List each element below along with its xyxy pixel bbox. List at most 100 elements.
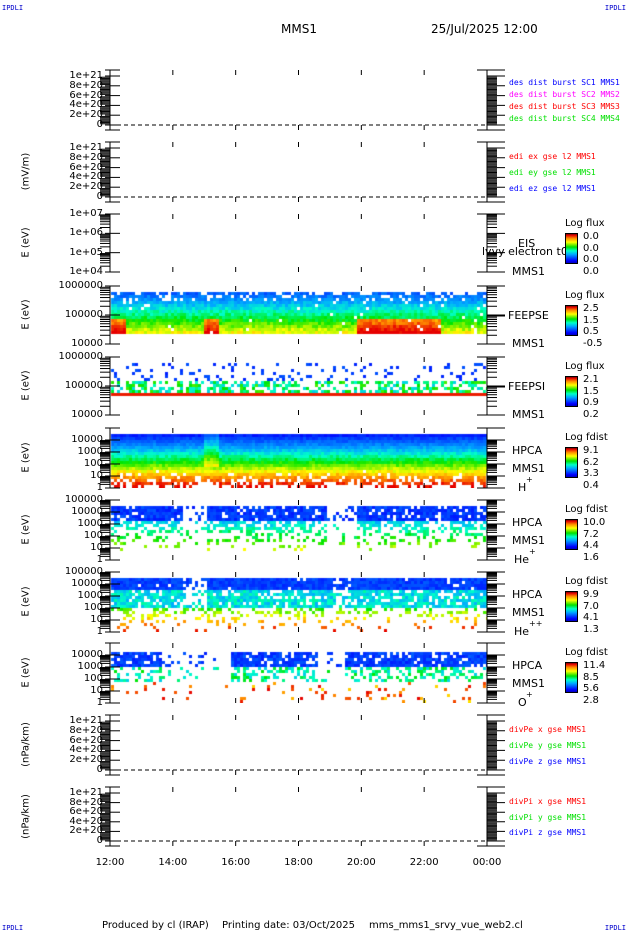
y-tick-label: 0 <box>96 191 103 202</box>
y-tick-label: 100000 <box>64 494 103 505</box>
colorbar-title: Log fdist <box>565 647 608 658</box>
colorbar-tick-label: 0.5 <box>583 326 599 338</box>
species-label: O <box>518 696 527 709</box>
y-tick-label: 10000 <box>71 578 103 589</box>
y-tick-label: 1000 <box>77 518 103 529</box>
y-tick-label: 8e+20 <box>69 724 103 736</box>
y-tick-label: 10 <box>90 542 103 553</box>
colorbar-tick-label: 2.1 <box>583 374 599 385</box>
colorbar-tick-label: 4.1 <box>583 612 599 624</box>
colorbar-tick-label: 2.8 <box>583 695 599 706</box>
y-tick-label: 100 <box>83 673 103 684</box>
y-tick-label: 1 <box>96 482 103 493</box>
y-tick-label: 0 <box>96 764 103 775</box>
y-tick-label: 1 <box>96 626 103 637</box>
y-tick-label: 1e+21 <box>69 70 103 81</box>
y-tick-label: 1e+07 <box>69 208 103 219</box>
y-tick-label: 6e+20 <box>69 161 103 173</box>
y-tick-label: 2e+20 <box>69 754 103 766</box>
species-charge: ++ <box>529 619 543 628</box>
plot-title: MMS1 <box>281 22 317 36</box>
colorbar-title: Log flux <box>565 361 605 372</box>
plot-datetime: 25/Jul/2025 12:00 <box>431 22 538 36</box>
y-tick-label: 10 <box>90 470 103 481</box>
x-tick-label: 20:00 <box>346 857 376 868</box>
colorbar-title: Log fdist <box>565 432 608 443</box>
y-tick-label: 10000 <box>71 649 103 660</box>
spectrogram-hpca-h <box>110 428 487 488</box>
spacecraft-label: MMS1 <box>512 606 545 619</box>
legend-entry: divPe x gse MMS1 <box>509 725 587 734</box>
colorbar-tick-label: 6.2 <box>583 456 599 468</box>
y-tick-label: 100 <box>83 458 103 469</box>
y-tick-label: 8e+20 <box>69 79 103 91</box>
y-tick-label: 6e+20 <box>69 734 103 746</box>
colorbar-tick-label: 2.5 <box>583 303 599 314</box>
colorbar-tick-label: 0.2 <box>583 409 599 420</box>
colorbar-tick-label: 7.2 <box>583 528 599 540</box>
spacecraft-label: MMS1 <box>512 677 545 690</box>
footer-produced: Produced by cl (IRAP) <box>102 920 209 931</box>
colorbar-title: Log fdist <box>565 576 608 587</box>
legend-entry: des dist burst SC1 MMS1 <box>509 78 620 87</box>
colorbar <box>565 519 578 550</box>
corner-label-top-left: IPDLI <box>2 4 24 12</box>
y-tick-label: 4e+20 <box>69 171 103 183</box>
y-tick-label: 6e+20 <box>69 806 103 818</box>
species-label: He <box>514 553 530 566</box>
colorbar-tick-label: 1.5 <box>583 314 599 326</box>
instrument-label: HPCA <box>512 444 543 457</box>
y-tick-label: 4e+20 <box>69 815 103 827</box>
y-tick-label: 1e+21 <box>69 142 103 153</box>
instrument-label: EIS <box>518 237 536 250</box>
y-tick-label: 10000 <box>71 409 103 420</box>
instrument-label: FEEPSE <box>508 309 549 322</box>
colorbar-tick-label: 3.3 <box>583 468 599 480</box>
spacecraft-label: MMS1 <box>512 265 545 278</box>
colorbar-tick-label: 0.0 <box>583 254 599 266</box>
spacecraft-label: MMS1 <box>512 337 545 350</box>
colorbar <box>565 447 578 478</box>
colorbar-tick-label: 4.4 <box>583 540 599 552</box>
corner-label-bottom-left: IPDLI <box>2 924 24 932</box>
x-tick-label: 22:00 <box>409 857 439 868</box>
colorbar-tick-label: 5.6 <box>583 683 599 695</box>
y-tick-label: 8e+20 <box>69 796 103 808</box>
colorbar <box>565 305 578 336</box>
colorbar-tick-label: 1.3 <box>583 624 599 635</box>
colorbar-tick-label: 1.5 <box>583 385 599 397</box>
corner-label-bottom-right: IPDLI <box>604 924 626 932</box>
y-tick-label: 1e+06 <box>69 227 103 239</box>
instrument-label: HPCA <box>512 659 543 672</box>
y-tick-label: 1e+21 <box>69 787 103 798</box>
y-tick-label: 100000 <box>64 566 103 577</box>
spacecraft-label: MMS1 <box>512 408 545 421</box>
y-tick-label: 10000 <box>71 338 103 349</box>
spacecraft-label: MMS1 <box>512 534 545 547</box>
species-charge: + <box>529 547 536 556</box>
species-label: H <box>518 481 527 494</box>
y-tick-label: 1000000 <box>58 351 103 362</box>
y-tick-label: 1e+21 <box>69 715 103 726</box>
spectrogram-hpca-he <box>110 500 487 560</box>
colorbar-tick-label: 0.9 <box>583 397 599 409</box>
y-tick-label: 100000 <box>64 380 103 391</box>
colorbar-title: Log flux <box>565 218 605 229</box>
x-tick-label: 16:00 <box>221 857 251 868</box>
colorbar-tick-label: 8.5 <box>583 671 599 683</box>
colorbar-tick-label: 0.0 <box>583 266 599 277</box>
y-tick-label: 100 <box>83 530 103 541</box>
species-label: He <box>514 625 530 638</box>
spectrogram-feepsi <box>110 357 487 415</box>
spacecraft-label: MMS1 <box>512 462 545 475</box>
legend-entry: divPi z gse MMS1 <box>509 828 587 838</box>
y-tick-label: 100000 <box>64 309 103 320</box>
legend-entry: des dist burst SC2 MMS2 <box>509 90 620 99</box>
legend-entry: edi ex gse l2 MMS1 <box>509 152 596 161</box>
legend-entry: divPe z gse MMS1 <box>509 757 587 766</box>
y-tick-label: 10 <box>90 614 103 625</box>
footer-script-name: mms_mms1_srvy_vue_web2.cl <box>369 920 523 931</box>
y-tick-label: 2e+20 <box>69 181 103 193</box>
y-tick-label: 1000 <box>77 590 103 601</box>
y-tick-label: 0 <box>96 119 103 130</box>
